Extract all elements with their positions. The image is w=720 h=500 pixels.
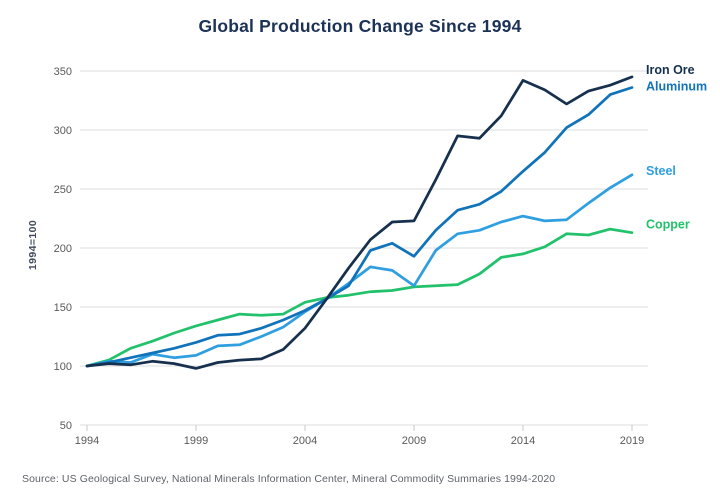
x-tick-label: 2019 [620, 435, 644, 447]
x-tick-label: 2009 [402, 435, 426, 447]
legend-label-copper: Copper [646, 218, 690, 232]
y-tick-label: 50 [60, 420, 72, 432]
y-tick-label: 350 [54, 66, 72, 78]
x-tick-label: 1999 [184, 435, 208, 447]
legend-label-iron-ore: Iron Ore [646, 63, 695, 77]
y-tick-label: 100 [54, 361, 72, 373]
series-line-copper [85, 227, 634, 368]
series-line-steel [85, 173, 634, 368]
x-tick-label: 2004 [293, 435, 317, 447]
x-tick-label: 2014 [511, 435, 535, 447]
y-tick-label: 300 [54, 125, 72, 137]
y-tick-label: 200 [54, 243, 72, 255]
y-tick-label: 150 [54, 302, 72, 314]
y-tick-label: 250 [54, 184, 72, 196]
legend-label-steel: Steel [646, 164, 676, 178]
series-line-iron-ore [85, 75, 634, 370]
legend-label-aluminum: Aluminum [646, 80, 707, 94]
source-note: Source: US Geological Survey, National M… [22, 473, 556, 485]
series-line-aluminum [85, 86, 634, 368]
x-tick-label: 1994 [75, 435, 99, 447]
chart-title: Global Production Change Since 1994 [198, 16, 522, 36]
